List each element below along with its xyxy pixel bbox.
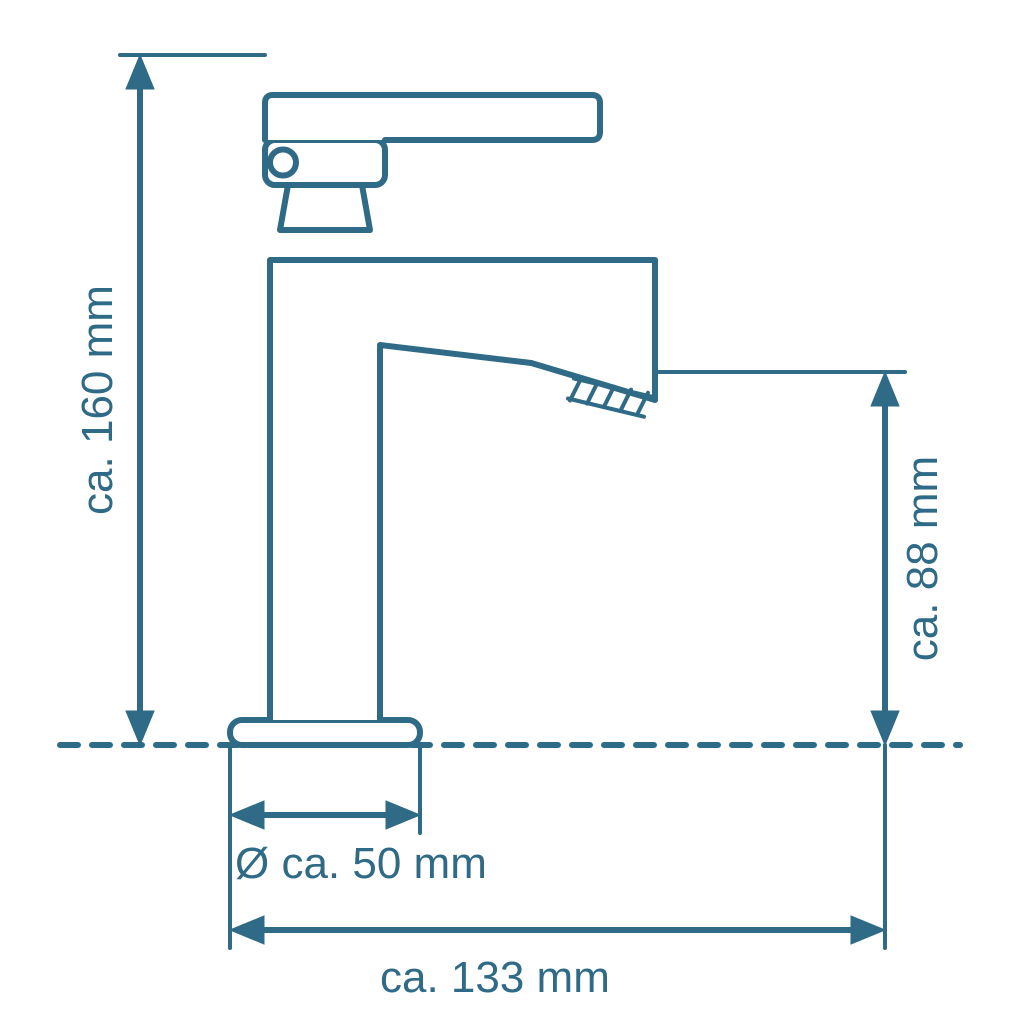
faucet-handle [265, 95, 600, 140]
label-total-height: ca. 160 mm [73, 285, 122, 515]
faucet-neck [280, 185, 370, 230]
faucet-base [230, 720, 420, 745]
faucet-body [270, 260, 655, 720]
label-spout-height: ca. 88 mm [898, 456, 947, 661]
faucet-dimension-diagram: ca. 160 mm ca. 88 mm Ø ca. 50 mm ca. 133 mm [0, 0, 1024, 1024]
label-total-width: ca. 133 mm [380, 953, 610, 1002]
cap-indicator [270, 150, 296, 176]
label-base-diameter: Ø ca. 50 mm [235, 839, 487, 888]
